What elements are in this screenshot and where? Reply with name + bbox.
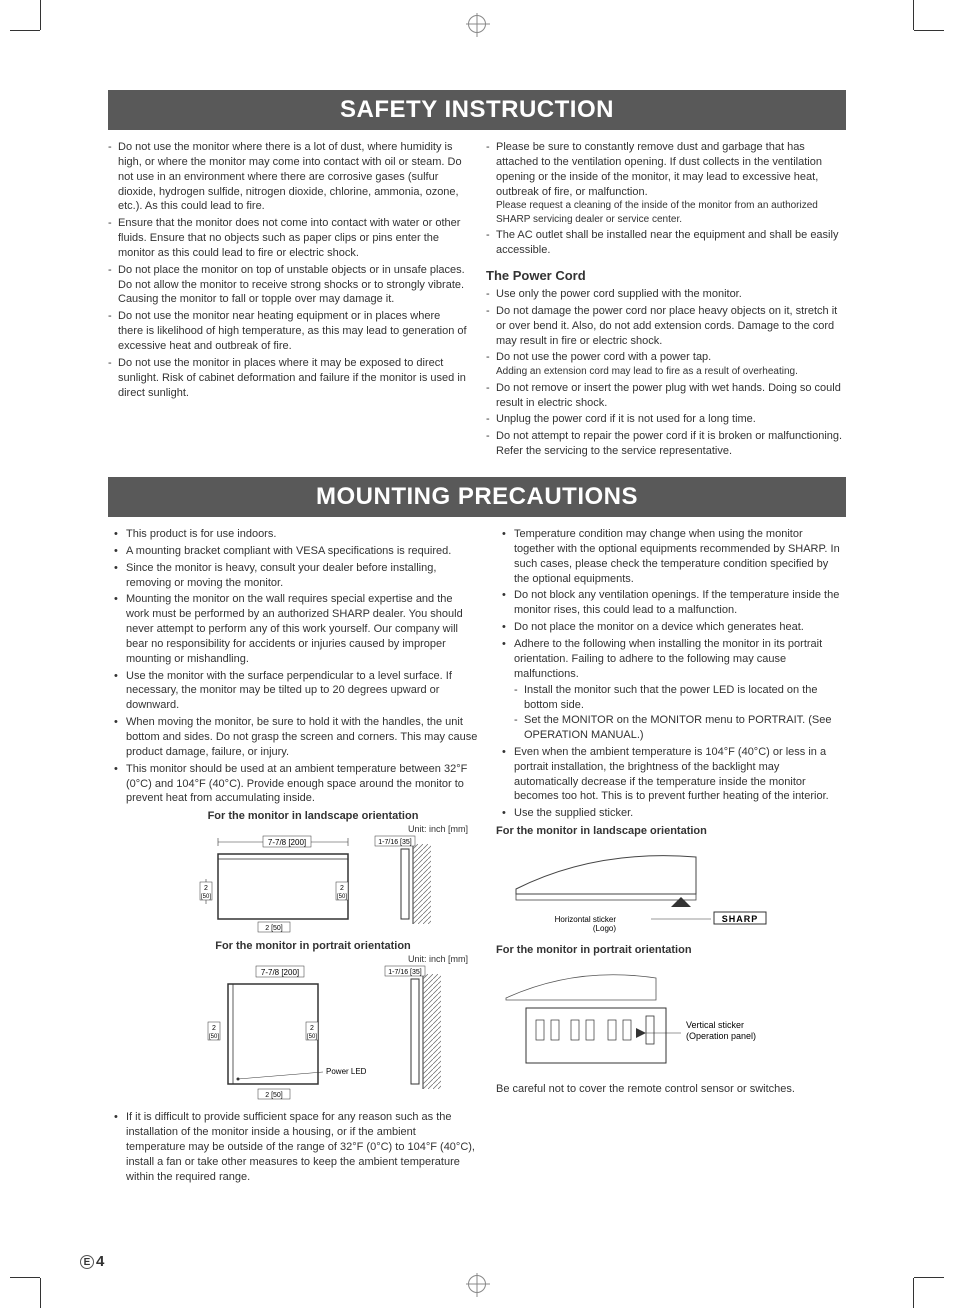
safety-left-list: Do not use the monitor where there is a … (108, 140, 468, 400)
list-item: Since the monitor is heavy, consult your… (108, 561, 478, 591)
unit-note: Unit: inch [mm] (108, 954, 478, 964)
svg-text:2: 2 (212, 1025, 216, 1032)
svg-text:[50]: [50] (209, 1034, 219, 1040)
list-item: If it is difficult to provide sufficient… (108, 1110, 478, 1184)
mounting-left-after-list: If it is difficult to provide sufficient… (108, 1110, 478, 1184)
fig-landscape-caption: For the monitor in landscape orientation (108, 810, 478, 822)
list-item: Please be sure to constantly remove dust… (486, 140, 846, 226)
list-item: Use only the power cord supplied with th… (486, 287, 846, 302)
mounting-left-list: This product is for use indoors. A mounti… (108, 527, 478, 806)
power-cord-heading: The Power Cord (486, 268, 846, 283)
list-item: Unplug the power cord if it is not used … (486, 412, 846, 427)
list-item: When moving the monitor, be sure to hold… (108, 715, 478, 760)
safety-heading: SAFETY INSTRUCTION (108, 90, 846, 130)
list-item: Adhere to the following when installing … (496, 637, 846, 743)
portrait-sticker-diagram: Vertical sticker (Operation panel) (496, 958, 796, 1078)
list-item: A mounting bracket compliant with VESA s… (108, 544, 478, 559)
sticker-note: Be careful not to cover the remote contr… (496, 1082, 846, 1097)
list-item: Even when the ambient temperature is 104… (496, 745, 846, 804)
svg-text:2: 2 (340, 885, 344, 892)
portrait-clearance-diagram: 7-7/8 [200] 2 [50] 2 [50] 2 [50] (168, 964, 478, 1104)
svg-text:[50]: [50] (201, 894, 211, 900)
landscape-sticker-diagram: Horizontal sticker (Logo) SHARP (496, 839, 796, 934)
list-item: Do not remove or insert the power plug w… (486, 381, 846, 411)
list-item: Use the monitor with the surface perpend… (108, 669, 478, 714)
power-cord-list: Use only the power cord supplied with th… (486, 287, 846, 459)
svg-text:2 [50]: 2 [50] (265, 925, 283, 932)
list-item: Do not use the monitor near heating equi… (108, 309, 468, 354)
svg-text:(Operation panel): (Operation panel) (686, 1031, 756, 1041)
landscape-clearance-diagram: 7-7/8 [200] 2 [50] 2 [50] 2 [50] (168, 834, 478, 934)
list-item: Do not use the power cord with a power t… (486, 350, 846, 378)
list-item: Use the supplied sticker. (496, 806, 846, 821)
registration-mark-icon (468, 15, 486, 33)
list-item: Install the monitor such that the power … (514, 683, 846, 713)
registration-mark-icon (468, 1275, 486, 1293)
list-item: Ensure that the monitor does not come in… (108, 216, 468, 261)
list-item: Mounting the monitor on the wall require… (108, 592, 478, 666)
mounting-heading: MOUNTING PRECAUTIONS (108, 477, 846, 517)
svg-text:(Logo): (Logo) (593, 924, 616, 933)
list-item: Do not block any ventilation openings. I… (496, 588, 846, 618)
svg-text:[50]: [50] (307, 1034, 317, 1040)
svg-text:1-7/16 [35]: 1-7/16 [35] (388, 969, 422, 976)
list-item: This monitor should be used at an ambien… (108, 762, 478, 807)
svg-text:7-7/8 [200]: 7-7/8 [200] (268, 838, 306, 847)
svg-text:2: 2 (310, 1025, 314, 1032)
list-item: Do not use the monitor in places where i… (108, 356, 468, 401)
page-number: E4 (80, 1253, 104, 1270)
svg-text:7-7/8 [200]: 7-7/8 [200] (261, 968, 299, 977)
svg-text:Vertical sticker: Vertical sticker (686, 1020, 744, 1030)
list-item: Do not use the monitor where there is a … (108, 140, 468, 214)
list-item: Do not attempt to repair the power cord … (486, 429, 846, 459)
list-item: Do not damage the power cord nor place h… (486, 304, 846, 349)
list-item: Do not place the monitor on a device whi… (496, 620, 846, 635)
safety-right-list: Please be sure to constantly remove dust… (486, 140, 846, 258)
mounting-right-list: Temperature condition may change when us… (496, 527, 846, 821)
fig-portrait-caption: For the monitor in portrait orientation (108, 940, 478, 952)
list-item: Set the MONITOR on the MONITOR menu to P… (514, 713, 846, 743)
unit-note: Unit: inch [mm] (108, 824, 478, 834)
svg-text:1-7/16 [35]: 1-7/16 [35] (378, 839, 412, 846)
sticker-landscape-caption: For the monitor in landscape orientation (496, 825, 846, 837)
list-item: This product is for use indoors. (108, 527, 478, 542)
svg-text:Power LED: Power LED (326, 1067, 367, 1076)
svg-text:SHARP: SHARP (722, 914, 759, 924)
list-item: The AC outlet shall be installed near th… (486, 228, 846, 258)
svg-text:Horizontal sticker: Horizontal sticker (555, 915, 617, 924)
list-item: Do not place the monitor on top of unsta… (108, 263, 468, 308)
svg-text:2: 2 (204, 885, 208, 892)
sticker-portrait-caption: For the monitor in portrait orientation (496, 944, 846, 956)
list-item: Temperature condition may change when us… (496, 527, 846, 586)
svg-text:2 [50]: 2 [50] (265, 1092, 283, 1099)
svg-text:[50]: [50] (337, 894, 347, 900)
